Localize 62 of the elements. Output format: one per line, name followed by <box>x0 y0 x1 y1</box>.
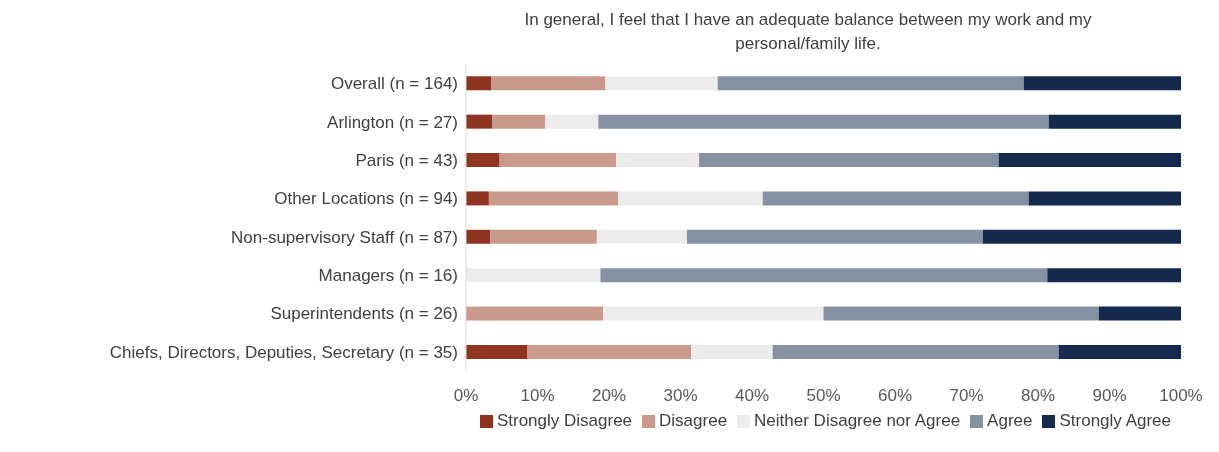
bar <box>488 191 619 206</box>
x-tick-label: 30% <box>663 386 698 406</box>
bar <box>466 76 492 91</box>
y-tick-label: Arlington (n = 27) <box>327 112 458 132</box>
legend-label: Disagree <box>659 411 728 430</box>
bar <box>1023 76 1181 91</box>
y-tick-label: Overall (n = 164) <box>330 74 458 94</box>
bar <box>605 76 718 91</box>
bar <box>466 153 500 168</box>
bar <box>1028 191 1181 206</box>
bar <box>982 229 1181 244</box>
bar <box>596 229 687 244</box>
bar <box>1098 306 1181 321</box>
bar <box>603 306 824 321</box>
y-tick-label: Managers (n = 16) <box>318 266 458 286</box>
x-tick-label: 70% <box>949 386 984 406</box>
x-tick-label: 60% <box>877 386 913 406</box>
y-tick-label: Chiefs, Directors, Deputies, Secretary (n = 35) <box>109 342 458 362</box>
bar <box>616 153 700 168</box>
bar <box>598 114 1049 129</box>
bar <box>492 114 546 129</box>
bar <box>1048 114 1181 129</box>
x-tick-label: 80% <box>1020 386 1056 406</box>
bar <box>772 344 1059 359</box>
bar <box>686 229 983 244</box>
bar <box>699 153 999 168</box>
bar <box>691 344 773 359</box>
x-tick-label: 90% <box>1092 386 1127 406</box>
bar <box>466 191 489 206</box>
x-tick-label: 0% <box>453 386 479 406</box>
bar <box>717 76 1024 91</box>
bar <box>499 153 617 168</box>
x-tick-label: 40% <box>734 386 770 406</box>
bar <box>600 268 1048 283</box>
bar <box>527 344 692 359</box>
x-tick-label: 100% <box>1159 386 1203 406</box>
bar <box>491 76 606 91</box>
x-tick-label: 50% <box>806 386 841 406</box>
bar <box>823 306 1099 321</box>
bar <box>466 268 601 283</box>
bar <box>1058 344 1181 359</box>
y-tick-label: Non-supervisory Staff (n = 87) <box>231 227 458 247</box>
bar <box>490 229 597 244</box>
legend-label: Strongly Disagree <box>496 411 633 430</box>
y-tick-label: Paris (n = 43) <box>355 150 458 170</box>
legend-label: Strongly Agree <box>1059 411 1171 430</box>
bar <box>545 114 599 129</box>
bar <box>762 191 1029 206</box>
x-tick-label: 10% <box>520 386 555 406</box>
legend-label: Neither Disagree nor Agree <box>754 411 961 430</box>
bar <box>618 191 763 206</box>
bar <box>466 344 528 359</box>
y-tick-label: Other Locations (n = 94) <box>274 189 458 209</box>
bar <box>1047 268 1181 283</box>
bar <box>466 306 604 321</box>
chart-title: In general, I feel that I have an adequate balance between my work and my personal/family life. <box>523 9 1093 55</box>
legend-label: Agree <box>987 411 1033 430</box>
x-tick-label: 20% <box>591 386 627 406</box>
y-tick-label: Superintendents (n = 26) <box>270 304 458 324</box>
bar <box>998 153 1181 168</box>
bar <box>466 229 491 244</box>
bar <box>466 114 493 129</box>
